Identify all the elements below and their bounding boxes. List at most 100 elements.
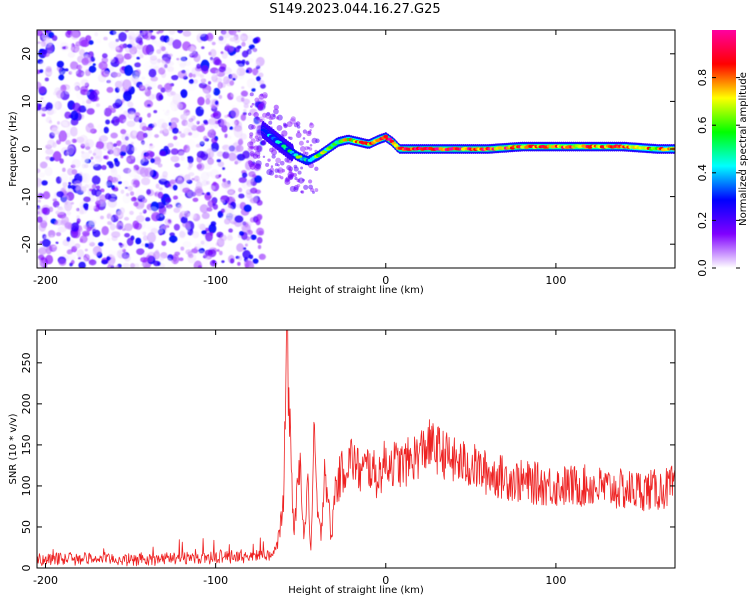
noise-speckle [47, 230, 56, 238]
ridge-halo [308, 179, 313, 184]
noise-speckle [89, 165, 94, 168]
spectrogram-x-tick-label: 0 [382, 274, 389, 287]
noise-speckle [98, 241, 104, 247]
noise-speckle [188, 132, 193, 136]
noise-speckle [216, 249, 220, 252]
noise-speckle [123, 53, 132, 60]
snr-frame [36, 329, 676, 569]
noise-speckle [37, 81, 42, 90]
noise-speckle [209, 191, 214, 197]
noise-speckle [104, 155, 109, 160]
ridge-halo [255, 163, 261, 170]
noise-speckle [218, 94, 223, 100]
ridge-halo [256, 116, 260, 121]
ridge-halo [271, 154, 276, 159]
ridge-halo [249, 151, 255, 157]
noise-speckle [206, 132, 211, 137]
noise-speckle [228, 228, 233, 233]
noise-speckle [81, 163, 86, 169]
noise-speckle [211, 137, 218, 144]
noise-speckle [39, 42, 44, 49]
noise-speckle [52, 245, 61, 253]
noise-speckle [122, 193, 131, 204]
ridge-halo [257, 129, 262, 134]
noise-speckle [55, 231, 62, 237]
noise-speckle [227, 250, 236, 256]
noise-speckle [241, 172, 248, 178]
noise-speckle [216, 159, 222, 163]
noise-speckle [144, 99, 154, 108]
noise-speckle [205, 256, 210, 261]
noise-speckle [81, 155, 89, 164]
noise-speckle [69, 139, 73, 143]
ridge-halo [284, 157, 290, 163]
noise-speckle [130, 262, 136, 268]
noise-speckle [41, 180, 48, 186]
noise-speckle [140, 141, 149, 148]
noise-speckle [40, 97, 44, 100]
noise-speckle [97, 123, 104, 129]
noise-speckle [161, 240, 167, 247]
noise-speckle [150, 35, 156, 40]
noise-speckle [37, 74, 40, 79]
noise-speckle [45, 148, 54, 155]
noise-speckle [189, 170, 195, 177]
noise-speckle [50, 127, 60, 137]
noise-speckle [151, 60, 161, 69]
noise-speckle [243, 103, 249, 109]
noise-speckle [147, 104, 151, 107]
ridge-halo [259, 119, 263, 123]
noise-speckle [111, 115, 120, 126]
noise-speckle [250, 234, 257, 241]
noise-speckle [159, 263, 166, 268]
noise-speckle [68, 181, 72, 185]
noise-speckle [225, 186, 235, 194]
noise-speckle [252, 37, 259, 44]
noise-speckle [255, 219, 261, 226]
noise-speckle [64, 111, 72, 119]
noise-speckle [37, 30, 44, 37]
noise-speckle [256, 199, 263, 206]
noise-speckle [78, 227, 83, 233]
noise-speckle [256, 213, 263, 221]
noise-speckle [194, 188, 204, 197]
noise-speckle [106, 86, 114, 93]
noise-speckle [168, 30, 176, 35]
ridge-halo [257, 105, 263, 111]
noise-speckle [159, 150, 167, 157]
noise-speckle [37, 191, 41, 197]
noise-speckle [79, 238, 84, 243]
noise-speckle [86, 108, 95, 115]
noise-speckle [233, 126, 243, 138]
noise-speckle [170, 155, 180, 163]
noise-speckle [192, 197, 199, 202]
noise-speckle [163, 212, 167, 216]
noise-speckle [200, 171, 210, 181]
noise-speckle [201, 79, 208, 85]
noise-speckle [209, 48, 217, 58]
noise-speckle [142, 44, 150, 55]
noise-speckle [85, 142, 90, 148]
ridge-halo [257, 136, 263, 141]
noise-speckle [256, 75, 261, 82]
noise-speckle [216, 151, 224, 157]
noise-speckle [125, 193, 130, 197]
ridge-halo [286, 165, 292, 171]
noise-speckle [103, 70, 110, 76]
noise-speckle [115, 52, 124, 59]
colorbar-tick-label: 0.6 [696, 116, 709, 134]
noise-speckle [139, 212, 143, 215]
noise-speckle [84, 91, 91, 96]
ridge-halo [282, 122, 287, 127]
noise-speckle [111, 231, 121, 238]
noise-speckle [162, 171, 168, 178]
noise-speckle [240, 90, 249, 97]
noise-speckle [81, 72, 86, 76]
noise-speckle [210, 128, 215, 134]
noise-speckle [206, 192, 211, 196]
noise-speckle [224, 133, 228, 139]
noise-speckle [192, 73, 196, 78]
noise-speckle [203, 135, 208, 142]
noise-speckle [190, 129, 200, 139]
